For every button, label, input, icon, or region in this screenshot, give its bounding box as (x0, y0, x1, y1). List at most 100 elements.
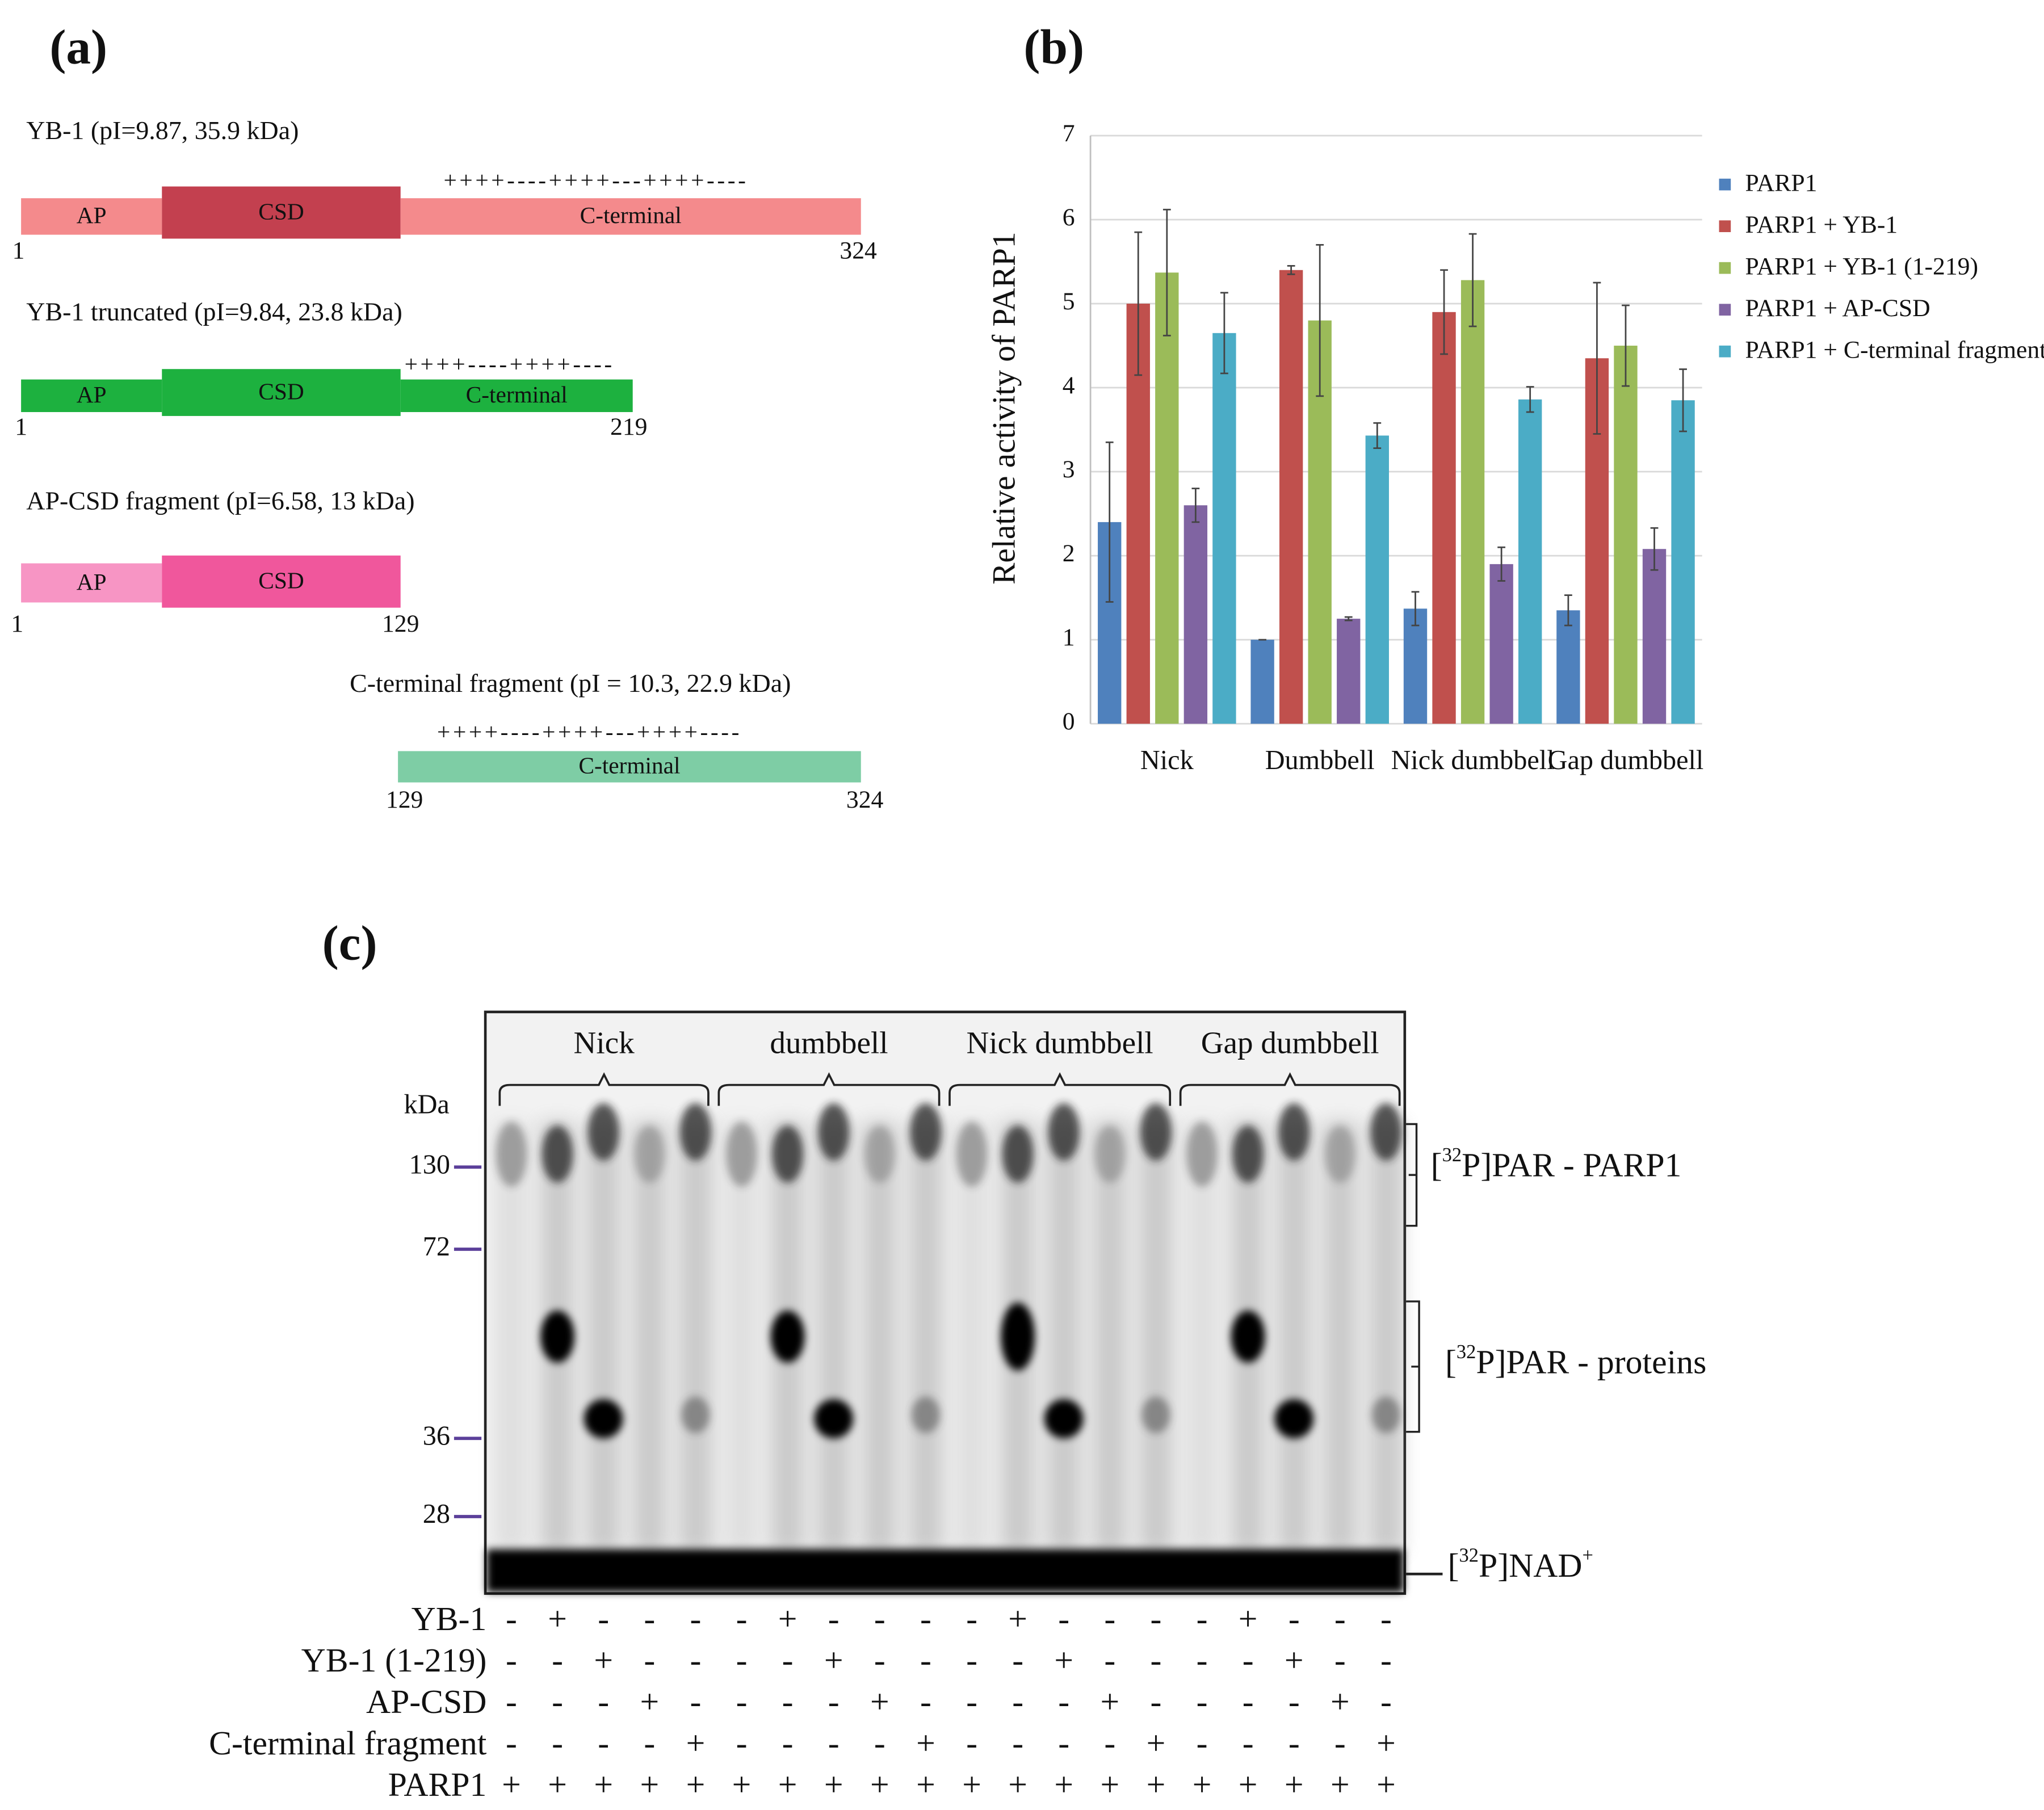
condition-sign: + (1193, 1766, 1212, 1803)
group-bracket (498, 1072, 710, 1106)
condition-sign: + (916, 1766, 935, 1803)
condition-sign: - (690, 1683, 701, 1720)
bar (1337, 619, 1361, 724)
y-axis-label: Relative activity of PARP1 (986, 232, 1022, 585)
bar (1212, 333, 1236, 724)
condition-sign: - (966, 1724, 977, 1762)
error-bar (1679, 368, 1687, 432)
y-tick-label: 7 (1063, 120, 1075, 147)
legend-label: PARP1 (1745, 169, 1817, 196)
lane-group-label: dumbbell (770, 1025, 888, 1060)
parp1-band (587, 1103, 619, 1161)
group-bracket (1179, 1072, 1401, 1106)
protein-band (911, 1396, 941, 1434)
band-label-part: [ (1445, 1343, 1457, 1380)
condition-sign: + (640, 1766, 659, 1803)
protein-band (1141, 1396, 1170, 1434)
residue-start: 1 (12, 237, 25, 264)
charge-pattern: ++++----++++---- (405, 351, 615, 377)
y-tick-label: 1 (1063, 624, 1075, 651)
parp1-band (1002, 1125, 1034, 1183)
condition-sign: - (690, 1641, 701, 1679)
panel-label: (a) (49, 19, 107, 74)
domain-label: CSD (258, 378, 304, 404)
condition-sign: - (1197, 1641, 1208, 1679)
condition-sign: + (1054, 1766, 1073, 1803)
error-bar (1468, 233, 1477, 327)
construct-title: AP-CSD fragment (pI=6.58, 13 kDa) (26, 486, 414, 515)
charge-pattern: ++++----++++---++++---- (444, 167, 749, 193)
condition-sign: - (506, 1600, 517, 1637)
legend-swatch (1719, 178, 1731, 191)
condition-sign: - (1334, 1724, 1346, 1762)
bar (1556, 610, 1580, 724)
error-bar (1373, 422, 1382, 449)
lane-group-label: Nick (574, 1025, 635, 1060)
construct-title: YB-1 (pI=9.87, 35.9 kDa) (26, 116, 299, 145)
protein-band (584, 1399, 623, 1439)
error-bar (1650, 527, 1659, 571)
bar (1671, 400, 1695, 724)
protein-band (814, 1399, 854, 1439)
condition-sign: + (1147, 1724, 1166, 1762)
legend-label: PARP1 + YB-1 (1-219) (1745, 253, 1978, 280)
lane-smear (816, 1121, 851, 1552)
y-tick-label: 0 (1063, 708, 1075, 735)
bar (1365, 435, 1389, 724)
gel-frame (484, 1010, 1407, 1595)
bar (1432, 312, 1456, 724)
legend-swatch (1719, 304, 1731, 316)
condition-sign: - (644, 1600, 655, 1637)
band-label-isotope: 32 (1459, 1544, 1479, 1566)
condition-sign: - (1104, 1724, 1115, 1762)
band-label-isotope: 32 (1457, 1341, 1476, 1363)
protein-band (1044, 1399, 1084, 1439)
y-tick-label: 3 (1063, 456, 1075, 483)
row-label: AP-CSD (366, 1683, 486, 1720)
error-bar (1593, 282, 1601, 435)
lane-smear (909, 1121, 943, 1552)
bar (1279, 270, 1303, 724)
band-brace (1406, 1300, 1420, 1433)
condition-sign: - (1380, 1683, 1392, 1720)
condition-sign: - (920, 1683, 931, 1720)
parp1-band (542, 1125, 573, 1183)
condition-sign: - (1334, 1600, 1346, 1637)
condition-sign: - (1058, 1724, 1069, 1762)
condition-sign: + (824, 1766, 843, 1803)
error-bar (1526, 386, 1534, 413)
parp1-band (1094, 1125, 1126, 1183)
domain-label: AP (77, 569, 107, 595)
condition-sign: + (1285, 1766, 1304, 1803)
condition-sign: - (1104, 1641, 1115, 1679)
condition-sign: - (1012, 1683, 1023, 1720)
group-bracket (948, 1072, 1172, 1106)
lane-smear (1277, 1121, 1311, 1552)
condition-sign: - (1058, 1683, 1069, 1720)
condition-sign: - (966, 1683, 977, 1720)
parp1-band (1370, 1103, 1402, 1161)
condition-sign: - (552, 1641, 563, 1679)
domain-label: C-terminal (466, 381, 568, 408)
condition-sign: + (1147, 1766, 1166, 1803)
lane-smear (862, 1121, 897, 1552)
lane-smear (586, 1121, 621, 1552)
condition-sign: - (644, 1724, 655, 1762)
condition-sign: - (828, 1724, 840, 1762)
condition-sign: + (1101, 1766, 1120, 1803)
condition-sign: - (1151, 1683, 1162, 1720)
condition-sign: - (828, 1683, 840, 1720)
domain-segment (21, 198, 162, 235)
parp1-band (1140, 1103, 1172, 1161)
lane-smear (1139, 1121, 1173, 1552)
condition-sign: - (1197, 1724, 1208, 1762)
bar (1403, 608, 1428, 724)
condition-sign: - (736, 1600, 748, 1637)
parp1-band (956, 1121, 988, 1187)
bar (1155, 272, 1179, 724)
condition-sign: - (1243, 1683, 1254, 1720)
condition-sign: + (1008, 1766, 1027, 1803)
error-bar (1220, 292, 1228, 375)
condition-sign: - (1288, 1724, 1300, 1762)
condition-sign: - (920, 1600, 931, 1637)
